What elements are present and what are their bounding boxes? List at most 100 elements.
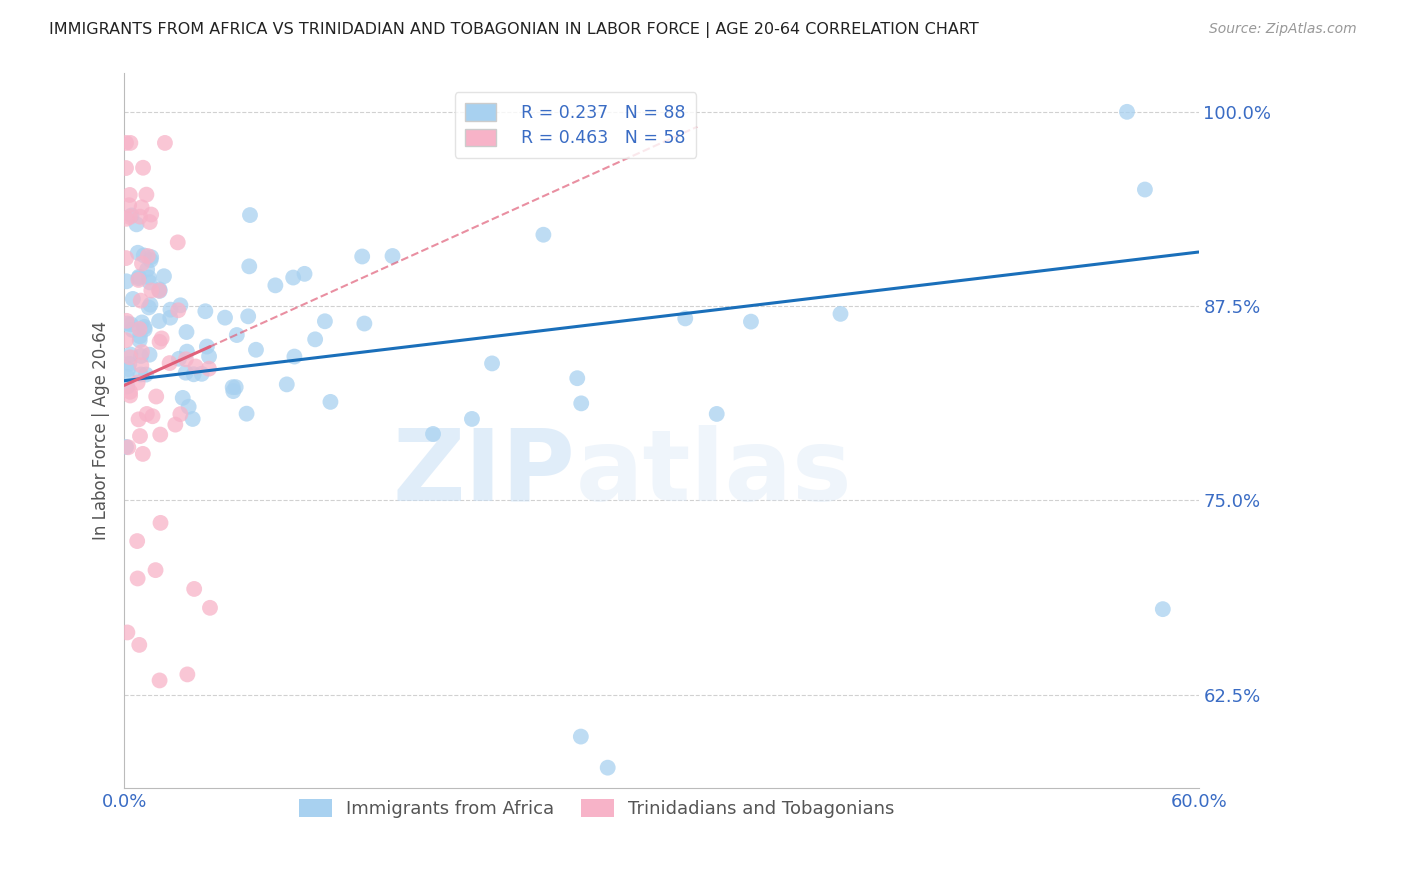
Point [319, 395, 342, 409]
Point [596, 761, 619, 775]
Point [138, 348, 160, 362]
Point [159, 356, 181, 370]
Point [131, 315, 153, 329]
Point [128, 269, 150, 284]
Point [167, 351, 190, 366]
Point [190, 367, 212, 381]
Point [174, 352, 197, 367]
Point [198, 350, 221, 364]
Point [134, 319, 156, 334]
Point [120, 388, 142, 402]
Point [159, 310, 181, 325]
Point [238, 310, 260, 324]
Point [153, 269, 176, 284]
Point [120, 318, 142, 332]
Point [136, 249, 159, 263]
Point [461, 412, 484, 426]
Point [214, 310, 236, 325]
Point [138, 270, 160, 285]
Point [169, 298, 191, 312]
Point [139, 253, 162, 268]
Text: ZIP: ZIP [392, 425, 575, 522]
Legend: Immigrants from Africa, Trinidadians and Tobagonians: Immigrants from Africa, Trinidadians and… [292, 791, 901, 825]
Point [115, 314, 138, 328]
Point [120, 347, 142, 361]
Point [165, 417, 187, 432]
Point [169, 407, 191, 421]
Point [115, 317, 138, 331]
Point [569, 730, 592, 744]
Point [118, 188, 141, 202]
Point [129, 210, 152, 224]
Point [194, 304, 217, 318]
Point [283, 270, 305, 285]
Point [117, 379, 139, 393]
Point [131, 359, 153, 373]
Point [145, 390, 167, 404]
Point [353, 317, 375, 331]
Point [117, 625, 139, 640]
Point [1152, 602, 1174, 616]
Point [239, 208, 262, 222]
Point [135, 407, 157, 421]
Point [422, 427, 444, 442]
Point [139, 276, 162, 290]
Point [198, 600, 221, 615]
Point [1133, 182, 1156, 196]
Point [195, 340, 218, 354]
Point [567, 371, 589, 385]
Point [115, 211, 138, 226]
Point [1116, 104, 1139, 119]
Point [117, 362, 139, 376]
Point [115, 333, 138, 347]
Point [176, 667, 198, 681]
Point [141, 208, 163, 222]
Point [121, 209, 143, 223]
Point [245, 343, 267, 357]
Point [129, 293, 152, 308]
Point [134, 322, 156, 336]
Point [276, 377, 298, 392]
Point [159, 302, 181, 317]
Point [115, 251, 138, 265]
Point [352, 250, 374, 264]
Point [176, 325, 198, 339]
Text: IMMIGRANTS FROM AFRICA VS TRINIDADIAN AND TOBAGONIAN IN LABOR FORCE | AGE 20-64 : IMMIGRANTS FROM AFRICA VS TRINIDADIAN AN… [49, 22, 979, 38]
Point [127, 273, 149, 287]
Point [138, 301, 160, 315]
Point [141, 250, 163, 264]
Point [183, 582, 205, 596]
Point [131, 345, 153, 359]
Point [177, 400, 200, 414]
Point [127, 245, 149, 260]
Point [135, 187, 157, 202]
Point [283, 350, 305, 364]
Point [183, 368, 205, 382]
Point [129, 329, 152, 343]
Point [131, 256, 153, 270]
Point [225, 328, 247, 343]
Point [120, 351, 142, 365]
Point [139, 215, 162, 229]
Point [132, 161, 155, 175]
Point [118, 210, 141, 224]
Point [149, 284, 172, 298]
Point [115, 440, 138, 454]
Point [198, 361, 221, 376]
Point [149, 427, 172, 442]
Point [148, 282, 170, 296]
Point [149, 516, 172, 530]
Point [131, 200, 153, 214]
Point [132, 447, 155, 461]
Point [132, 248, 155, 262]
Point [166, 235, 188, 250]
Point [673, 311, 696, 326]
Point [830, 307, 852, 321]
Point [153, 136, 176, 150]
Point [115, 274, 138, 288]
Point [139, 298, 162, 312]
Point [128, 322, 150, 336]
Point [120, 384, 142, 399]
Point [128, 638, 150, 652]
Point [381, 249, 404, 263]
